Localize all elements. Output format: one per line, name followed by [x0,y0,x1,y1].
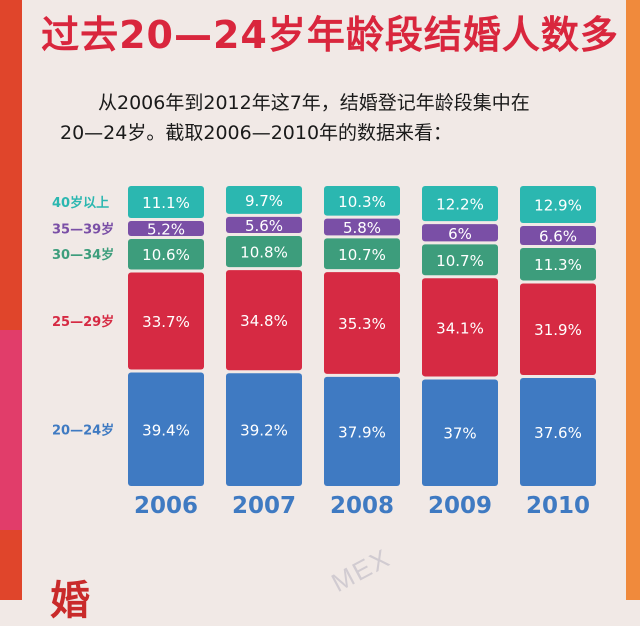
data-label-2006-2: 10.6% [142,246,190,264]
data-label-2009-4: 12.2% [436,196,484,214]
data-label-2010-3: 6.6% [539,228,577,246]
bar-2009-3 [422,224,498,242]
bar-2009-1 [422,278,498,377]
data-label-2007-2: 10.8% [240,244,288,262]
data-label-2006-0: 39.4% [142,421,190,439]
bar-2007-4 [226,186,302,214]
data-label-2007-4: 9.7% [245,192,283,210]
bar-2010-1 [520,283,596,376]
bar-2008-2 [324,238,400,270]
data-label-2006-1: 33.7% [142,313,190,331]
year-label-2006: 2006 [134,493,198,519]
data-label-2007-3: 5.6% [245,217,283,235]
data-label-2009-3: 6% [448,225,472,243]
bar-2010-0 [520,378,596,486]
bar-2006-4 [128,186,204,218]
bar-2009-2 [422,244,498,276]
stacked-bar-chart: 39.4% 20—24岁 33.7% 25—29岁 10.6% 30—34岁 5.2% 35—… [52,186,596,519]
legend-label-0: 20—24岁 [52,422,114,438]
data-label-2010-4: 12.9% [534,197,582,215]
bar-2009-0 [422,379,498,486]
bar-2006-3 [128,220,204,236]
year-label-2010: 2010 [526,493,590,519]
year-label-2007: 2007 [232,493,296,519]
bar-2006-1 [128,272,204,370]
data-label-2008-1: 35.3% [338,315,386,333]
legend-label-3: 35—39岁 [52,221,114,237]
legend-label-1: 25—29岁 [52,314,114,330]
intro-line-2: 20—24岁。截取2006—2010年的数据来看： [60,122,453,144]
bar-2010-2 [520,247,596,281]
data-label-2008-0: 37.9% [338,423,386,441]
bar-2008-3 [324,218,400,236]
right-decor-stripe [626,0,640,600]
bar-2007-0 [226,373,302,486]
intro-text: 从2006年到2012年这7年，结婚登记年龄段集中在 20—24岁。截取2006… [60,88,580,148]
bar-2010-3 [520,226,596,245]
data-label-2007-0: 39.2% [240,422,288,440]
bar-2010-4 [520,186,596,224]
bar-2006-2 [128,238,204,270]
legend-label-4: 40岁以上 [52,195,109,211]
left-decor-stripe [0,0,22,600]
data-label-2009-2: 10.7% [436,252,484,270]
data-label-2008-4: 10.3% [338,193,386,211]
year-label-2009: 2009 [428,493,492,519]
data-label-2006-3: 5.2% [147,220,185,238]
bar-2007-2 [226,236,302,268]
data-label-2009-1: 34.1% [436,319,484,337]
data-label-2010-0: 37.6% [534,424,582,442]
bar-2008-0 [324,376,400,486]
data-label-2008-2: 10.7% [338,246,386,264]
bar-2007-1 [226,270,302,371]
data-label-2006-4: 11.1% [142,194,190,212]
data-label-2007-1: 34.8% [240,312,288,330]
data-label-2008-3: 5.8% [343,219,381,237]
left-decor-pink [0,330,22,530]
bar-2009-4 [422,186,498,222]
data-label-2010-2: 11.3% [534,256,582,274]
bar-2007-3 [226,216,302,234]
bar-2008-4 [324,186,400,216]
data-label-2010-1: 31.9% [534,321,582,339]
legend-label-2: 30—34岁 [52,247,114,263]
intro-line-1: 从2006年到2012年这7年，结婚登记年龄段集中在 [98,92,530,114]
data-label-2009-0: 37% [443,425,476,443]
year-label-2008: 2008 [330,493,394,519]
bar-2006-0 [128,372,204,486]
page-title: 过去20—24岁年龄段结婚人数多 [41,13,619,57]
bar-2008-1 [324,272,400,374]
